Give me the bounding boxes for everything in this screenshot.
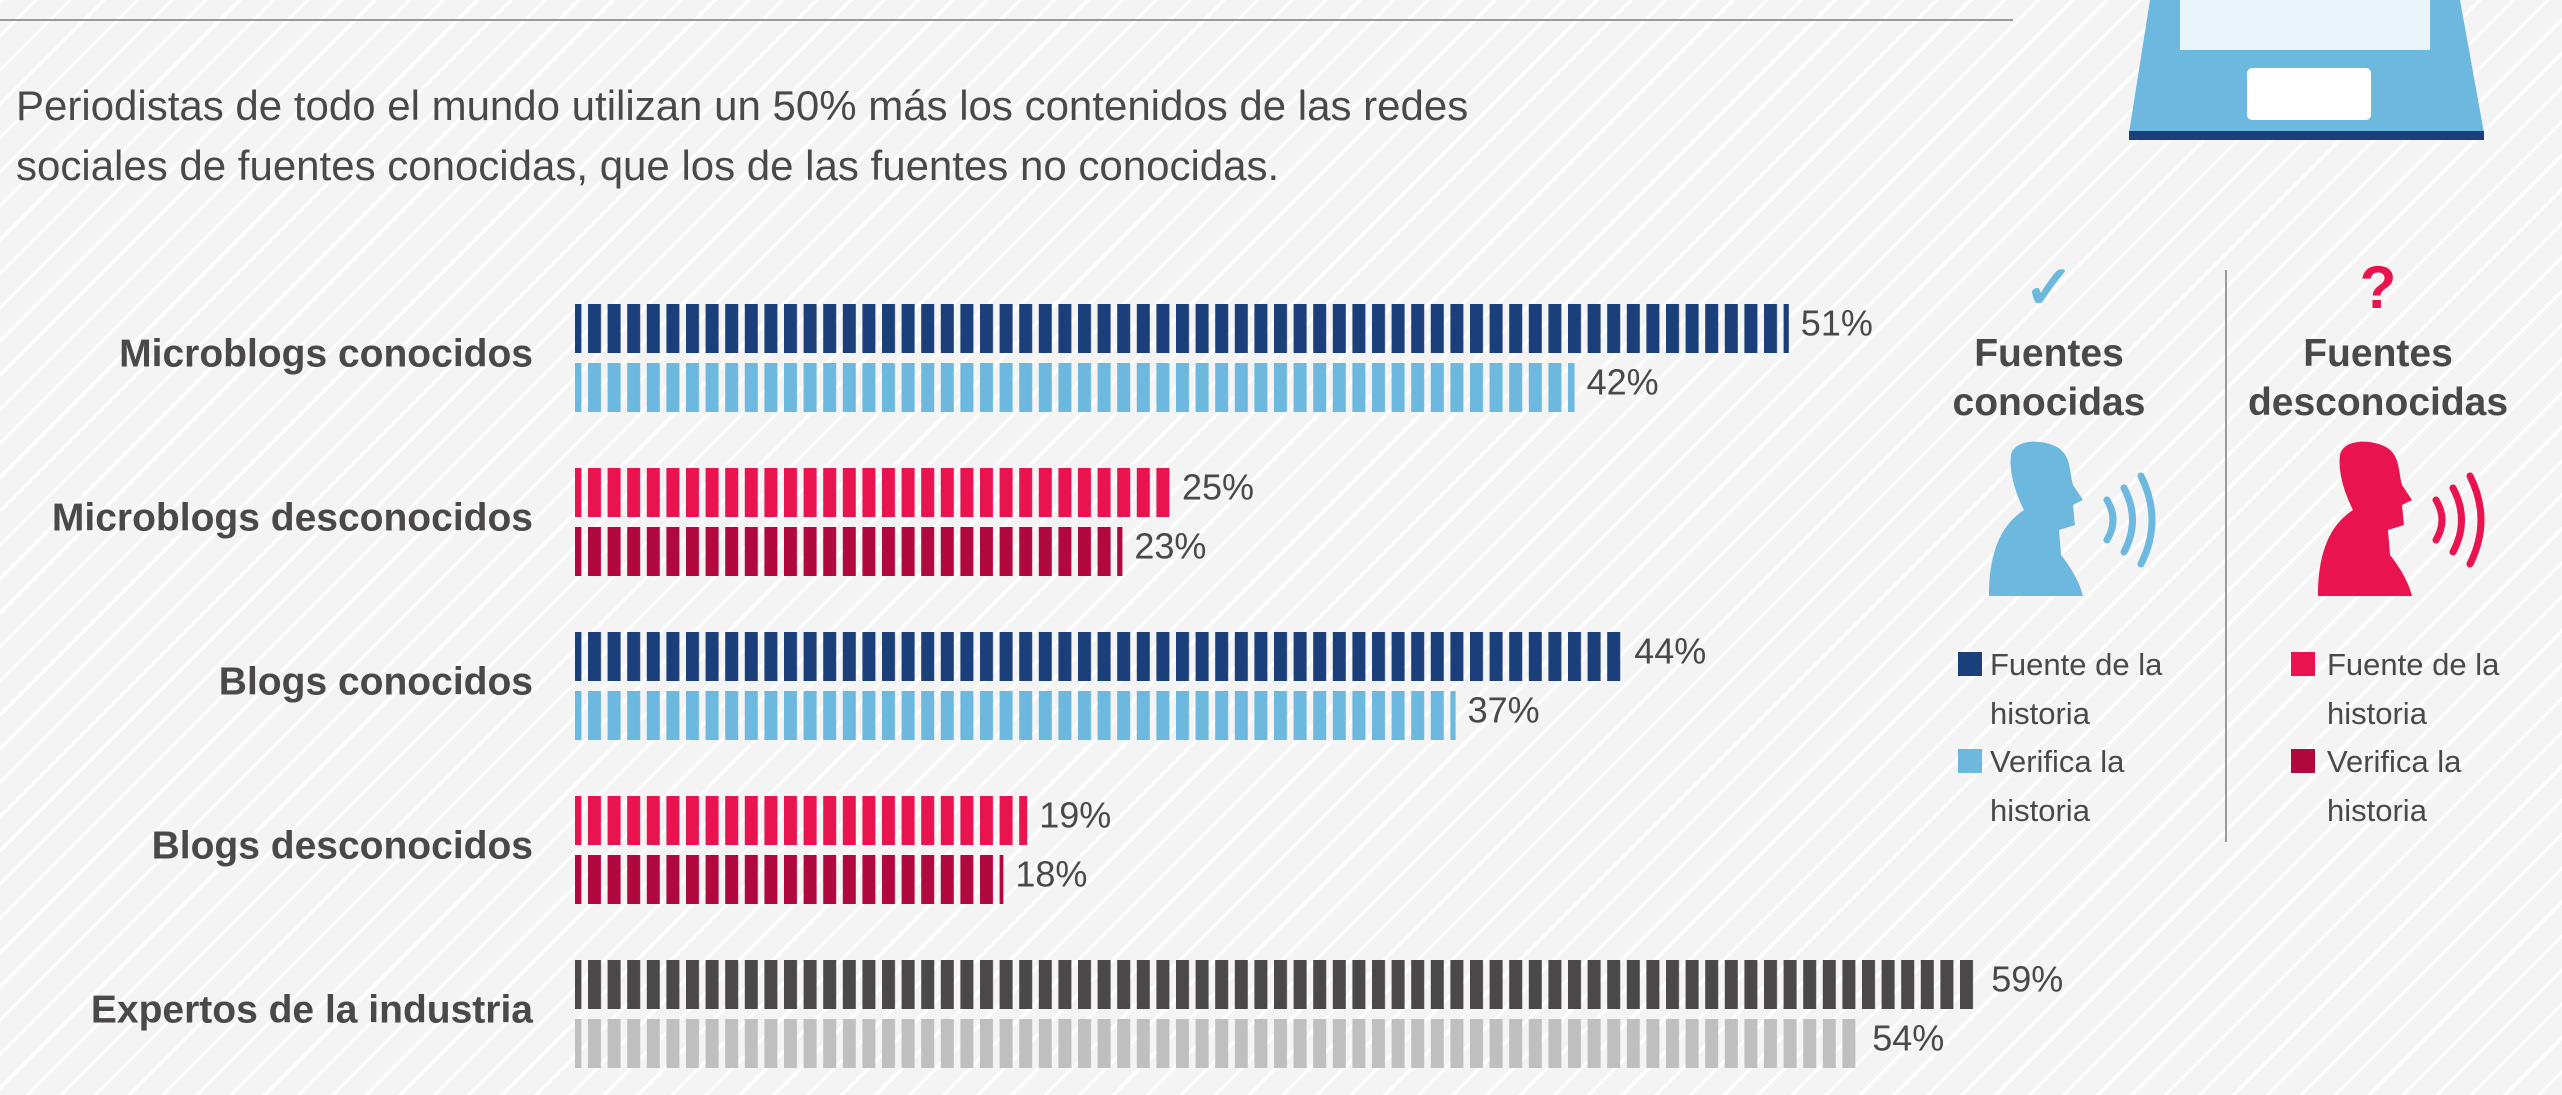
bar [575,468,1170,517]
category-label: Blogs desconocidos [152,824,533,867]
value-label: 51% [1801,303,1873,344]
value-label: 23% [1134,526,1206,567]
value-label: 25% [1182,467,1254,508]
value-label: 42% [1587,362,1659,403]
legend-label: Fuente de la historia [1990,640,2180,738]
legend-swatch [1958,749,1982,773]
bar [575,691,1456,740]
legend-icon: ? [2228,258,2528,318]
legend-label: Fuente de la historia [2327,640,2517,738]
value-label: 59% [1991,959,2063,1000]
legend-label: Verifica la historia [1990,737,2180,835]
bar [575,363,1575,412]
subtitle: Periodistas de todo el mundo utilizan un… [16,76,1616,196]
bar [575,632,1622,681]
legend-group-title: Fuentes desconocidas [2228,329,2528,427]
category-label: Microblogs desconocidos [52,496,533,539]
legend-icon: ✓ [1899,258,2199,318]
bar [575,527,1122,576]
category-label: Blogs conocidos [219,660,533,703]
category-label: Expertos de la industria [91,988,533,1031]
bar [575,1019,1860,1068]
category-label: Microblogs conocidos [119,332,533,375]
bar [575,304,1789,353]
bar [575,796,1027,845]
value-label: 44% [1634,631,1706,672]
bar [575,960,1979,1009]
infographic: Microblogs conocidos 51% 42% Microblogs des… [0,0,2562,1095]
legend-swatch [1958,652,1982,676]
legend-swatch [2291,749,2315,773]
bar [575,855,1003,904]
value-label: 37% [1468,690,1540,731]
value-label: 19% [1039,795,1111,836]
legend-group-title: Fuentes conocidas [1899,329,2199,427]
legend-swatch [2291,652,2315,676]
value-label: 18% [1015,854,1087,895]
laptop-icon [2129,0,2484,140]
legend-label: Verifica la historia [2327,737,2517,835]
value-label: 54% [1872,1018,1944,1059]
